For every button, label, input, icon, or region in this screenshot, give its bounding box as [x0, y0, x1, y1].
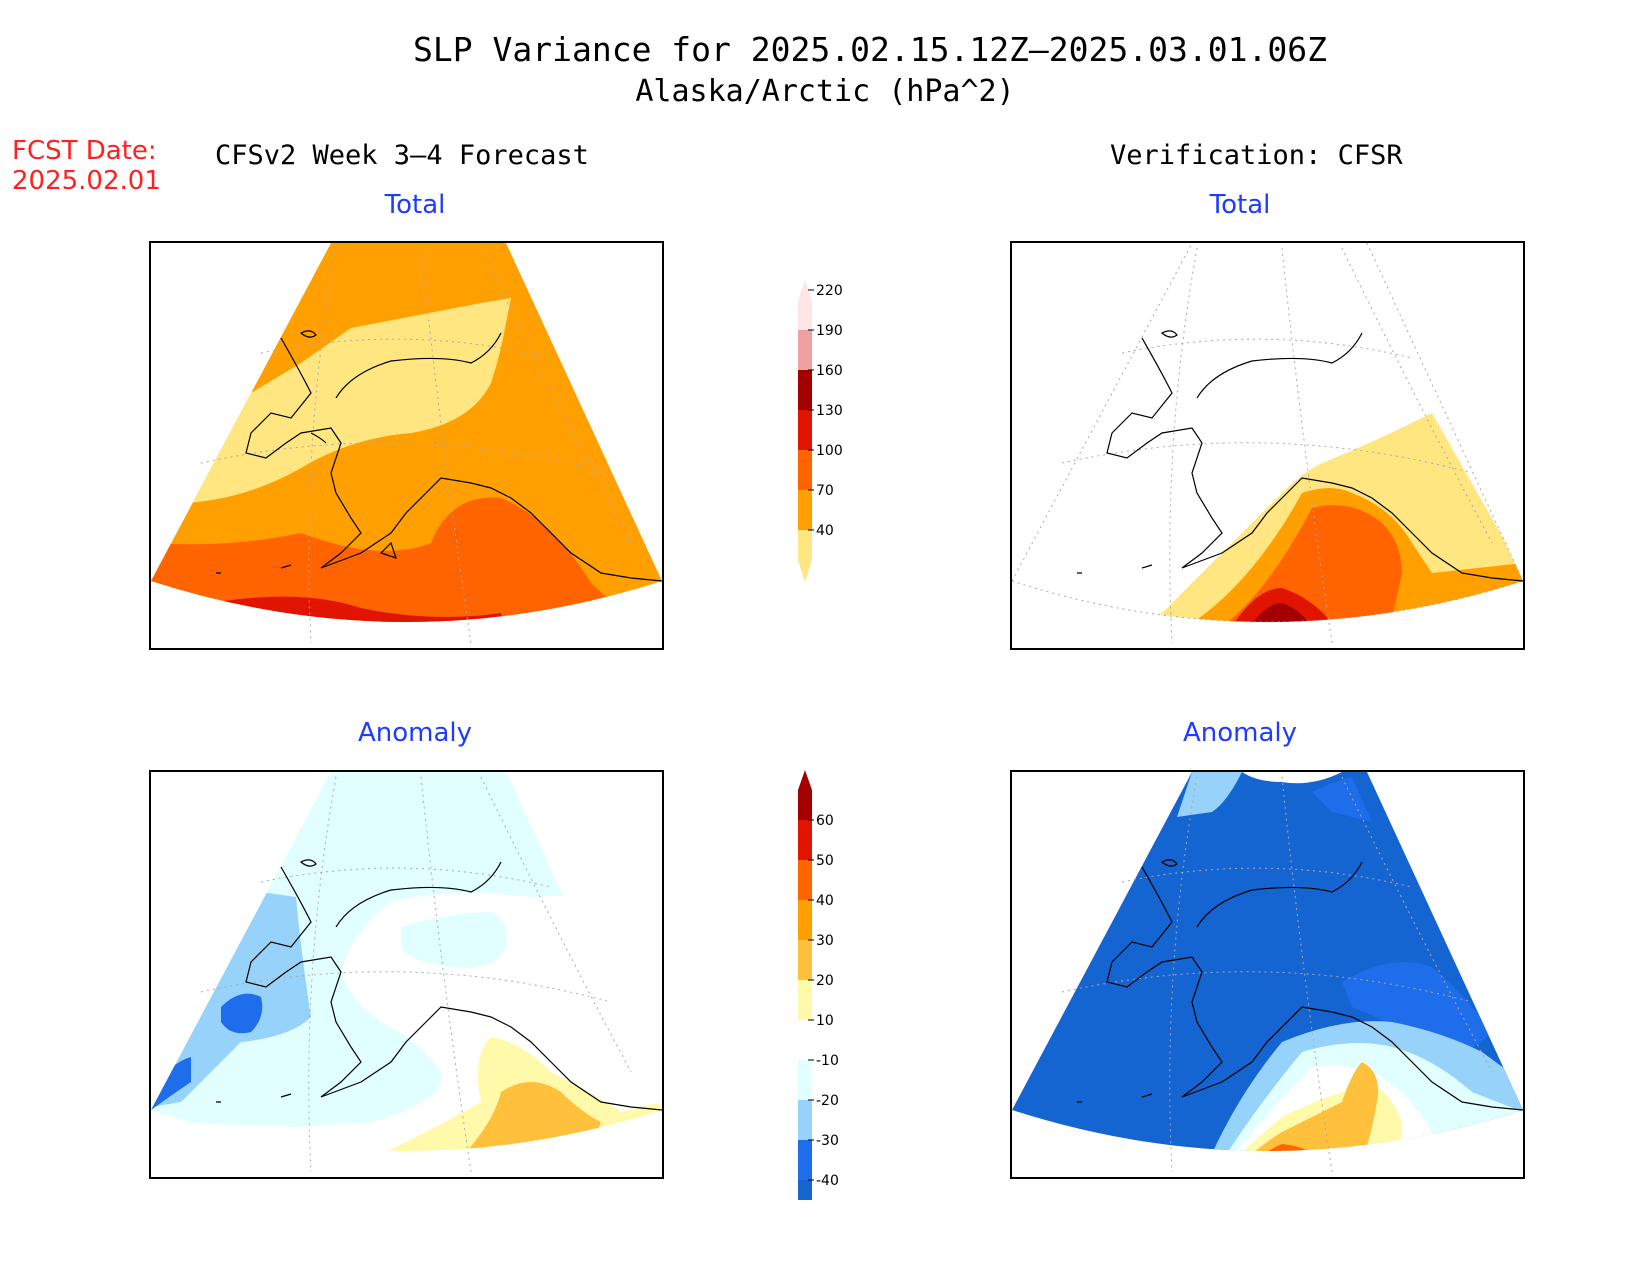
fcst-date-value: 2025.02.01 [12, 166, 161, 196]
forecast-column-header: CFSv2 Week 3—4 Forecast [215, 140, 589, 171]
cb2-tick-label: -30 [816, 1133, 839, 1149]
forecast-anomaly-title: Anomaly [357, 718, 473, 748]
cb2-color-box [798, 940, 812, 980]
cb2-color-box [798, 860, 812, 900]
total-colorbar: 40 70 100 130 160 190 220 [798, 280, 843, 582]
cb1-tick-label: 190 [816, 323, 843, 339]
map-subtitle: Alaska/Arctic (hPa^2) [635, 74, 1015, 109]
cb1-tick-label: 100 [816, 443, 843, 459]
cb1-tick-label: 70 [816, 483, 834, 499]
cb2-color-box [798, 1140, 812, 1180]
verification-column-header: Verification: CFSR [1110, 140, 1403, 171]
cb1-tick-label: 220 [816, 283, 843, 299]
cb2-tick-label: 20 [816, 973, 834, 989]
cb2-tick-label: -40 [816, 1173, 839, 1189]
cb1-tick-label: 40 [816, 523, 834, 539]
cb1-color-box [798, 370, 812, 410]
anomaly-colorbar: -40 -30 -20 -10 10 20 30 40 50 60 [798, 770, 839, 1200]
cb1-color-box [798, 330, 812, 370]
cb2-color-box [798, 1180, 812, 1200]
verification-anomaly-title: Anomaly [1182, 718, 1298, 748]
cb2-tick-label: 50 [816, 853, 834, 869]
cb1-color-box [798, 450, 812, 490]
verification-anomaly-map [1010, 770, 1525, 1179]
cb2-tick-label: 30 [816, 933, 834, 949]
cb1-tick-label: 130 [816, 403, 843, 419]
verification-total-map [1010, 241, 1525, 650]
cb1-color-box [798, 410, 812, 450]
cb2-color-box [798, 900, 812, 940]
forecast-anomaly-map [149, 770, 664, 1179]
cb1-tick-label: 160 [816, 363, 843, 379]
map-title: SLP Variance for 2025.02.15.12Z—2025.03.… [413, 30, 1327, 69]
cb2-color-box [798, 980, 812, 1020]
cb1-color-box [798, 490, 812, 530]
cb1-color-box [798, 530, 812, 582]
cb2-color-box [798, 1100, 812, 1140]
cb2-color-box [798, 770, 812, 820]
cb2-color-box [798, 1020, 812, 1060]
cb2-color-box [798, 820, 812, 860]
forecast-total-map [149, 241, 664, 650]
cb2-tick-label: -20 [816, 1093, 839, 1109]
verification-total-title: Total [1209, 190, 1271, 220]
fcst-date-label: FCST Date: [12, 136, 157, 166]
cb1-color-box [798, 280, 812, 330]
cb2-tick-label: 40 [816, 893, 834, 909]
cb2-tick-label: -10 [816, 1053, 839, 1069]
forecast-total-title: Total [384, 190, 446, 220]
cb2-tick-label: 10 [816, 1013, 834, 1029]
cb2-tick-label: 60 [816, 813, 834, 829]
cb2-color-box [798, 1060, 812, 1100]
